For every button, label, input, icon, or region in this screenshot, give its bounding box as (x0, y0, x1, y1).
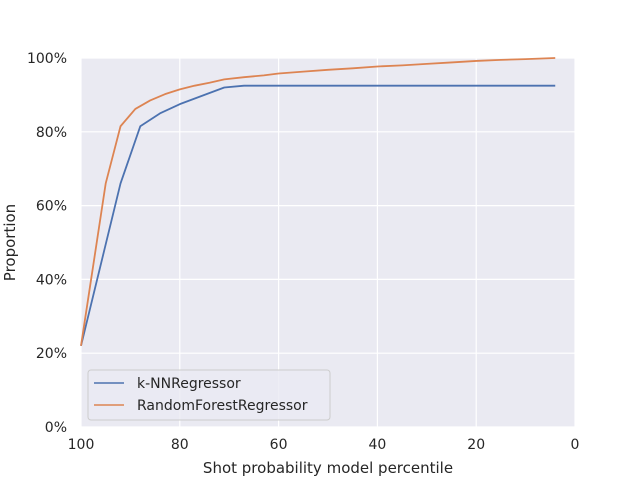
y-tick-label: 0% (45, 420, 67, 436)
x-tick-label: 60 (270, 437, 288, 453)
series-line-random-forest (80, 57, 556, 346)
y-tick-label: 20% (36, 346, 67, 362)
y-tick-label: 40% (36, 272, 67, 288)
x-tick-label: 20 (467, 437, 485, 453)
legend-box (87, 369, 331, 421)
series-line-knn (80, 84, 556, 347)
y-tick-label: 60% (36, 199, 67, 215)
y-axis-label: Proportion (1, 204, 19, 281)
grid-lines (80, 57, 576, 428)
y-tick-label: 100% (27, 51, 67, 67)
y-tick-label: 80% (36, 125, 67, 141)
x-tick-labels: 100 80 60 40 20 0 (68, 437, 580, 453)
y-tick-labels: 0% 20% 40% 60% 80% 100% (27, 51, 67, 436)
legend-label-random-forest: RandomForestRegressor (137, 398, 308, 414)
x-tick-label: 0 (571, 437, 580, 453)
series-lines (80, 57, 556, 347)
x-axis-label: Shot probability model percentile (203, 459, 453, 477)
legend-label-knn: k-NNRegressor (137, 376, 241, 392)
plot-area (81, 58, 575, 427)
x-tick-label: 40 (368, 437, 386, 453)
x-tick-label: 80 (171, 437, 189, 453)
legend: k-NNRegressor RandomForestRegressor (87, 369, 331, 421)
x-tick-label: 100 (68, 437, 95, 453)
